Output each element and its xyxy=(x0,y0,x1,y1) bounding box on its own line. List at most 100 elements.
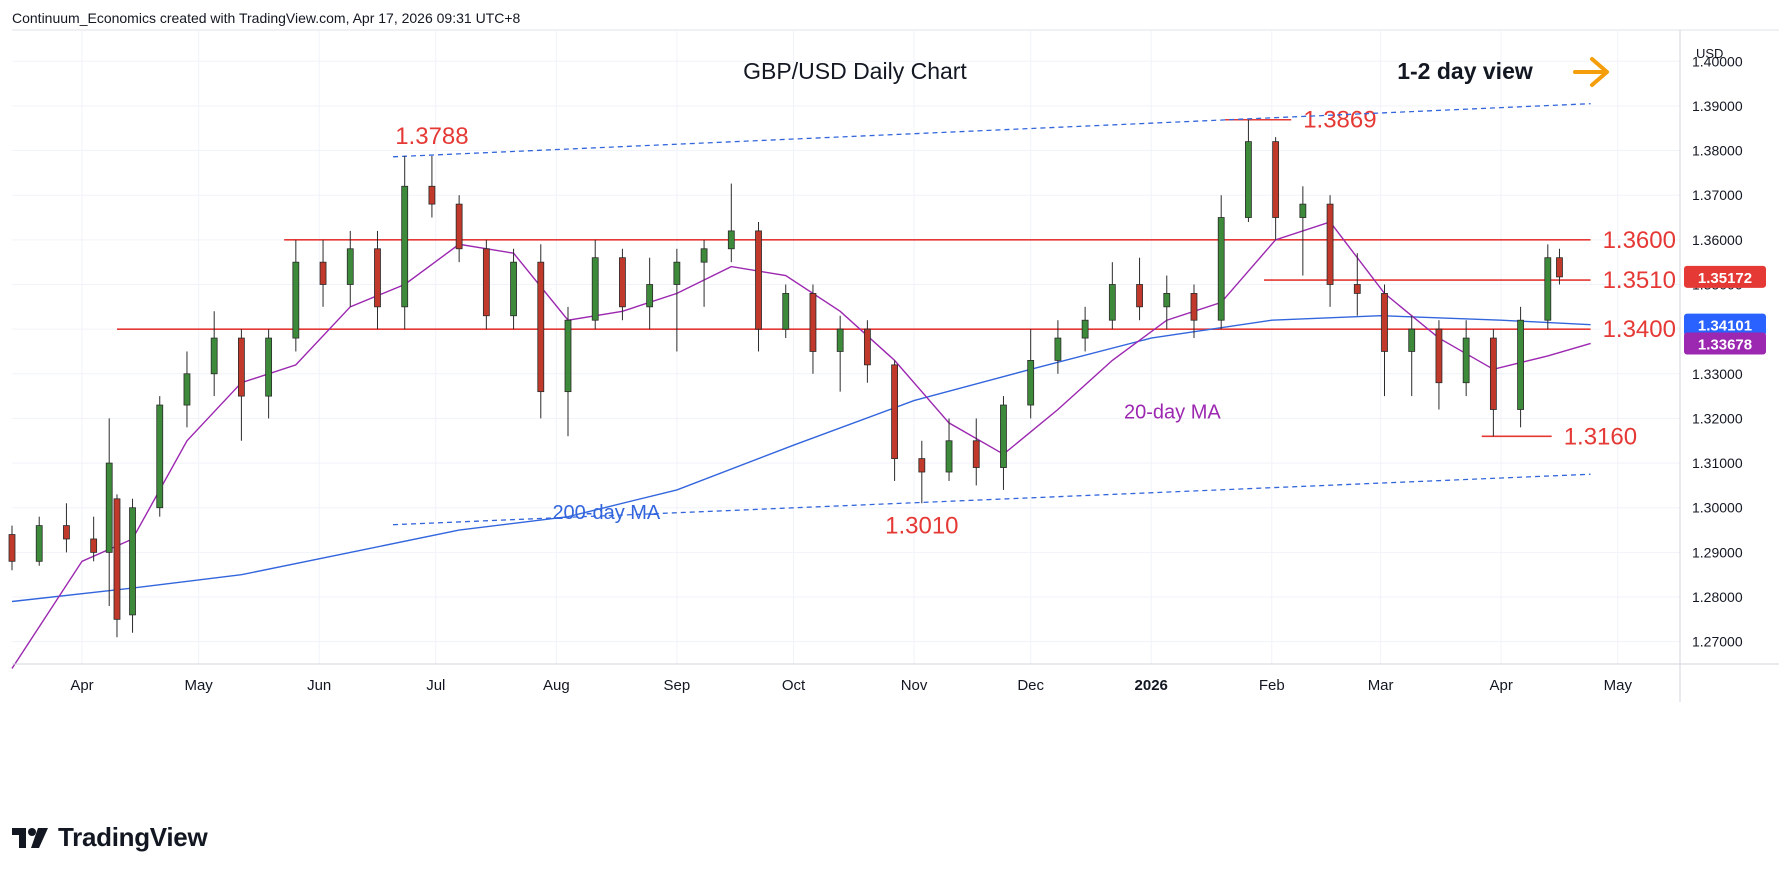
chart-grid xyxy=(12,29,1779,664)
chart-title: GBP/USD Daily Chart xyxy=(743,58,967,84)
x-tick-label: Apr xyxy=(1489,677,1512,694)
candle-body xyxy=(700,248,708,263)
candle-body xyxy=(564,319,572,393)
y-tick-label: 1.38000 xyxy=(1692,143,1743,159)
annotation-label: 200-day MA xyxy=(552,502,660,524)
candle-body xyxy=(1027,359,1035,406)
candle-body xyxy=(673,261,681,285)
candle-body xyxy=(755,230,762,330)
candle-body xyxy=(374,248,381,308)
x-tick-label: Nov xyxy=(901,677,928,694)
x-tick-label: Apr xyxy=(70,677,93,694)
candle-body xyxy=(265,337,273,397)
level-label: 1.3600 xyxy=(1603,227,1676,254)
candle-body xyxy=(90,538,98,553)
candle-body xyxy=(428,185,436,205)
y-tick-label: 1.31000 xyxy=(1692,455,1743,471)
x-tick-label: May xyxy=(184,677,213,694)
x-tick-label: 2026 xyxy=(1135,677,1168,694)
currency-label: USD xyxy=(1696,46,1723,61)
candle-body xyxy=(972,440,980,468)
time-axis[interactable]: Apr May Jun Jul Aug Sep Oct Nov Dec 2026 Feb Mar Apr… xyxy=(12,663,1779,694)
chart-annotations: 1.3788 1.3010 20-day MA 200-day MA xyxy=(395,123,1221,539)
ma200-badge xyxy=(1684,313,1766,336)
moving-averages xyxy=(11,221,1591,669)
candle-body xyxy=(619,257,626,308)
candle-body xyxy=(35,525,43,562)
candle-body xyxy=(1381,293,1388,352)
candle-body xyxy=(591,257,599,321)
candle-body xyxy=(1462,337,1470,384)
x-tick-label: Jun xyxy=(307,677,331,694)
price-axis[interactable]: 1.27000 1.28000 1.29000 1.30000 1.31000 1.320… xyxy=(1679,30,1766,702)
candle-body xyxy=(918,458,926,473)
y-tick-label: 1.28000 xyxy=(1692,589,1743,605)
x-tick-label: Oct xyxy=(782,677,806,694)
candle-body xyxy=(210,337,218,375)
level-label: 1.3400 xyxy=(1603,316,1676,343)
candle-body xyxy=(646,284,654,308)
x-tick-label: Sep xyxy=(664,677,691,694)
y-tick-label: 1.30000 xyxy=(1692,500,1743,516)
level-label: 1.3160 xyxy=(1564,423,1637,450)
upper-channel-line xyxy=(393,103,1591,158)
candle-body xyxy=(1353,284,1361,294)
x-tick-label: May xyxy=(1604,677,1633,694)
y-tick-label: 1.36000 xyxy=(1692,232,1743,248)
candle-body xyxy=(891,364,899,460)
candle-body xyxy=(1245,141,1252,218)
ma20-line xyxy=(11,221,1591,669)
candle-body xyxy=(1326,203,1334,285)
annotation-label: 20-day MA xyxy=(1124,401,1221,423)
y-tick-label: 1.39000 xyxy=(1692,98,1743,114)
last-price-badge xyxy=(1684,265,1766,288)
tradingview-logo[interactable]: TradingView xyxy=(12,822,208,853)
candle-body xyxy=(113,498,121,620)
candle-body xyxy=(1136,284,1143,308)
candle-body xyxy=(727,230,735,250)
candle-body xyxy=(105,462,113,553)
candle-body xyxy=(510,261,517,317)
last-price-badge-text: 1.35172 xyxy=(1698,270,1752,287)
candle-body xyxy=(401,185,409,308)
level-lines: 1.3600 1.3510 1.3400 1.3160 1.3869 xyxy=(116,107,1676,450)
x-tick-label: Jul xyxy=(426,677,445,694)
y-tick-label: 1.29000 xyxy=(1692,544,1743,560)
candle-body xyxy=(945,440,953,473)
view-label: 1-2 day view xyxy=(1397,58,1533,84)
candle-body xyxy=(1000,404,1007,468)
candle-body xyxy=(183,373,191,406)
lower-channel-line xyxy=(393,473,1591,526)
y-tick-label: 1.40000 xyxy=(1692,53,1743,69)
candle-body xyxy=(1489,337,1497,410)
ma200-line xyxy=(11,314,1591,603)
x-tick-label: Feb xyxy=(1259,677,1285,694)
candle-body xyxy=(1081,319,1089,339)
candle-body xyxy=(63,525,70,540)
candle-body xyxy=(782,293,790,330)
annotation-label: 1.3010 xyxy=(885,512,958,539)
candle-body xyxy=(1163,293,1171,308)
candle-body xyxy=(292,261,300,339)
candle-body xyxy=(1408,328,1416,352)
candle-body xyxy=(1217,217,1225,321)
channel-lines xyxy=(393,103,1591,526)
arrow-right-icon xyxy=(1573,57,1609,87)
ma20-badge-text: 1.33678 xyxy=(1698,337,1752,354)
candle-body xyxy=(319,261,327,285)
candle-body xyxy=(809,293,817,352)
candle-body xyxy=(1556,257,1563,278)
y-tick-label: 1.27000 xyxy=(1692,634,1743,650)
candle-body xyxy=(1054,337,1062,361)
level-label: 1.3510 xyxy=(1603,267,1676,294)
candle-body xyxy=(482,248,490,317)
header-credit: Continuum_Economics created with Trading… xyxy=(12,10,521,26)
candle-body xyxy=(1108,284,1116,321)
candle-body xyxy=(1435,328,1443,384)
candle-body xyxy=(237,337,245,397)
y-tick-label: 1.37000 xyxy=(1692,187,1743,203)
x-tick-label: Mar xyxy=(1368,677,1394,694)
candle-body xyxy=(863,328,871,366)
candle-body xyxy=(8,534,16,562)
